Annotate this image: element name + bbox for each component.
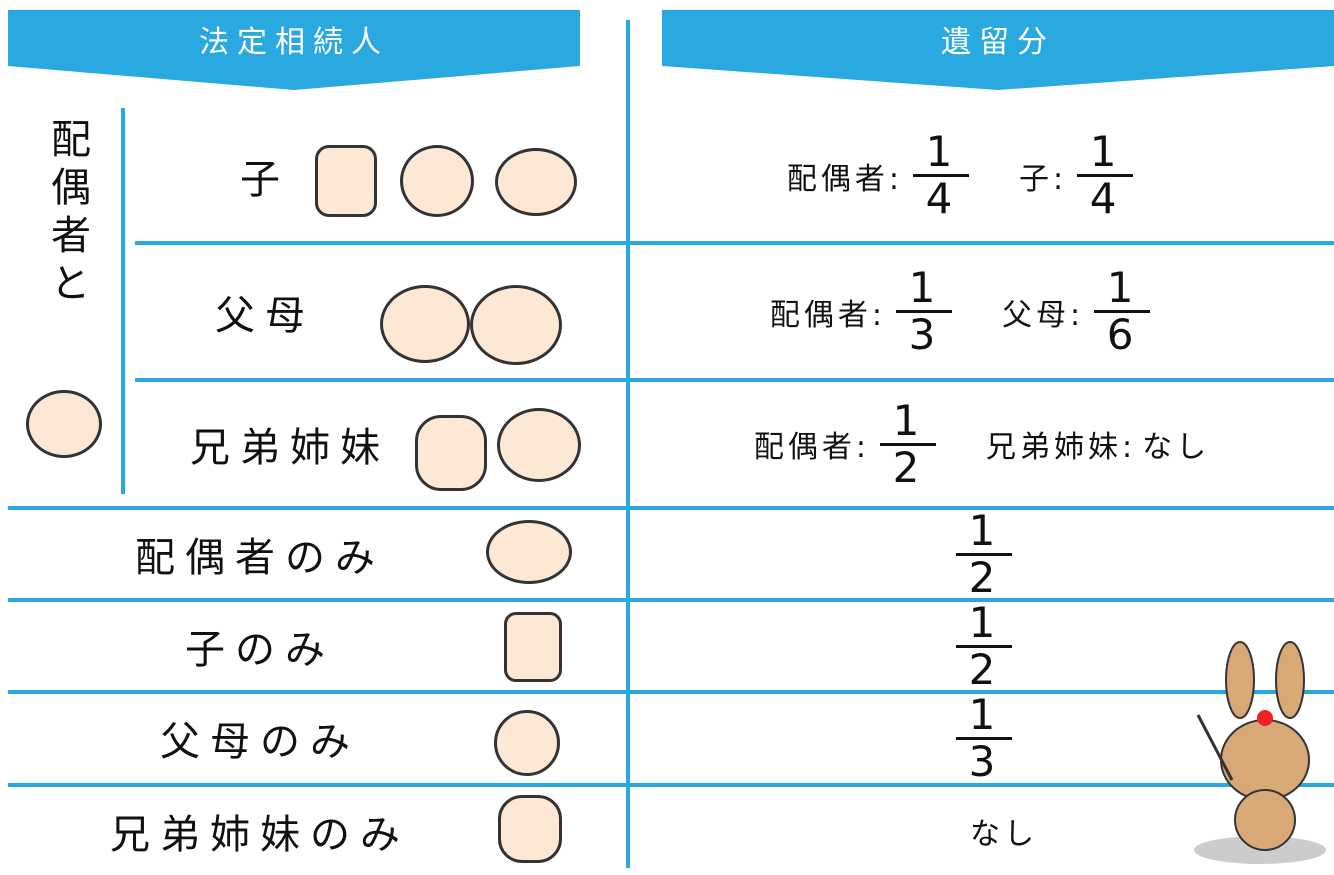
numerator: 1	[968, 505, 1000, 555]
heir: 父母	[215, 292, 315, 339]
share-name: 配偶者:	[753, 430, 870, 465]
denominator: 6	[1106, 310, 1138, 359]
share-name: 父母:	[1002, 297, 1085, 333]
face-icon	[498, 795, 562, 863]
numerator: 1	[968, 597, 1000, 647]
group-label: 配偶者と	[44, 118, 90, 310]
heir: 兄弟姉妹のみ	[110, 812, 410, 858]
heir: 父母のみ	[160, 719, 360, 765]
face-icon	[415, 415, 487, 491]
face-icon	[495, 148, 577, 216]
face-icon	[504, 612, 562, 682]
divider	[8, 783, 1334, 787]
share-cell: なし	[630, 787, 1334, 875]
face-icon	[486, 520, 572, 584]
divider	[8, 506, 1334, 510]
header-heirs: 法定相続人	[8, 10, 580, 90]
mascot	[1194, 641, 1326, 864]
divider	[135, 378, 1334, 382]
fraction-bar	[1094, 310, 1151, 313]
numerator: 1	[1089, 127, 1121, 176]
fraction-bar	[956, 644, 1012, 648]
fraction-bar	[896, 310, 952, 313]
fraction-bar	[1077, 174, 1134, 177]
share-name: 兄弟姉妹:	[986, 430, 1137, 465]
face-icon	[470, 285, 562, 365]
share-cell: 配偶者: 1 2 兄弟姉妹: なし	[630, 382, 1334, 506]
numerator: 1	[968, 689, 1000, 739]
share-cell: 配偶者: 1 4 子: 1 4	[630, 110, 1334, 241]
fraction-bar	[913, 174, 969, 177]
numerator: 1	[1106, 263, 1138, 312]
fraction-bar	[956, 736, 1012, 740]
share-name: 配偶者:	[786, 161, 903, 197]
denominator: 2	[892, 442, 924, 492]
denominator: 2	[968, 552, 1000, 602]
divider	[135, 241, 1334, 245]
heir: 子	[240, 156, 290, 203]
numerator: 1	[908, 263, 940, 312]
denominator: 3	[968, 736, 1000, 786]
fraction-bar	[880, 442, 936, 446]
numerator: 1	[892, 395, 924, 445]
face-icon	[400, 145, 474, 217]
divider	[626, 20, 630, 868]
denominator: 4	[925, 174, 957, 223]
divider	[8, 598, 1334, 602]
heir: 兄弟姉妹	[190, 425, 390, 471]
header-share: 遺留分	[662, 10, 1334, 90]
share-name: 配偶者:	[769, 297, 886, 333]
denominator: 3	[908, 310, 940, 359]
share-cell: 配偶者: 1 3 父母: 1 6	[630, 245, 1334, 378]
denominator: 4	[1089, 174, 1121, 223]
face-icon	[26, 390, 102, 458]
face-icon	[497, 408, 581, 482]
denominator: 2	[968, 644, 1000, 694]
fraction-bar	[956, 552, 1012, 556]
share-text: なし	[970, 817, 1038, 852]
heir: 子のみ	[185, 627, 335, 673]
divider	[8, 690, 1334, 694]
share-text: なし	[1142, 430, 1211, 465]
share-name: 子:	[1019, 161, 1068, 197]
divider	[121, 108, 125, 494]
face-icon	[494, 710, 560, 776]
numerator: 1	[925, 127, 957, 176]
heir: 配偶者のみ	[135, 535, 385, 581]
face-icon	[315, 145, 377, 217]
face-icon	[380, 285, 470, 363]
